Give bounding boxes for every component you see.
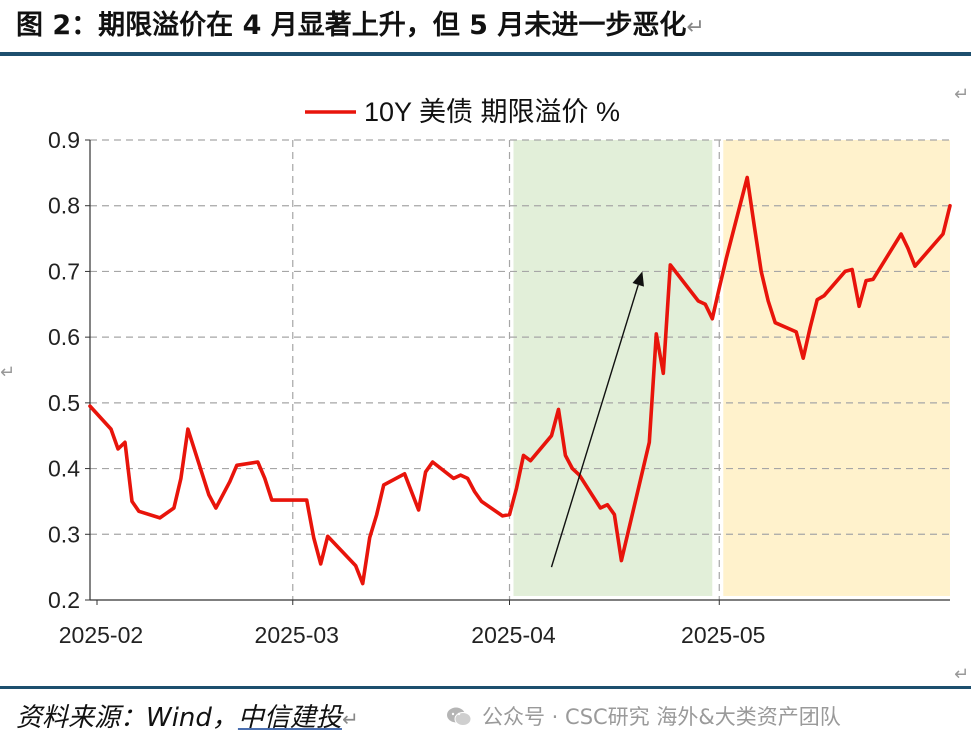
watermark: 公众号 · CSC研究 海外&大类资产团队 (446, 702, 841, 732)
y-tick-label: 0.3 (48, 521, 80, 547)
series-line (88, 175, 952, 586)
x-tick-label: 2025-02 (59, 622, 143, 648)
figure-title-text: 图 2：期限溢价在 4 月显著上升，但 5 月未进一步恶化 (16, 10, 687, 41)
watermark-text: 公众号 · CSC研究 海外&大类资产团队 (482, 705, 841, 729)
wechat-icon (447, 707, 472, 726)
grid (90, 139, 950, 600)
legend-label: 10Y 美债 期限溢价 % (364, 97, 620, 127)
axes: 0.2 0.3 0.4 0.5 0.6 0.7 0.8 0.9 2025-02 2025-03 20… (48, 127, 950, 648)
source-note: 资料来源：Wind，中信建投↵ (16, 700, 359, 736)
x-tick-label: 2025-05 (681, 622, 765, 648)
return-arrow-icon: ↵ (954, 84, 970, 105)
bottom-rule (0, 686, 971, 689)
return-arrow-icon: ↵ (686, 15, 705, 40)
y-tick-label: 0.8 (48, 193, 80, 219)
y-tick-label: 0.2 (48, 587, 80, 613)
annotations (550, 271, 644, 568)
top-rule (0, 52, 971, 56)
annotation-arrow-shaft (550, 284, 639, 568)
shaded-regions (513, 140, 950, 596)
source-link[interactable]: 中信建投 (237, 703, 342, 733)
source-prefix: 资料来源：Wind， (16, 703, 238, 733)
y-tick-label: 0.9 (48, 127, 80, 153)
return-arrow-icon: ↵ (0, 362, 16, 383)
y-tick-label: 0.4 (48, 456, 80, 482)
y-tick-label: 0.6 (48, 324, 80, 350)
figure-title: 图 2：期限溢价在 4 月显著上升，但 5 月未进一步恶化↵ (16, 6, 956, 46)
x-tick-label: 2025-03 (255, 622, 339, 648)
line-chart: 0.2 0.3 0.4 0.5 0.6 0.7 0.8 0.9 2025-02 2025-03 20… (48, 97, 952, 648)
legend: 10Y 美债 期限溢价 % (305, 97, 620, 127)
y-tick-label: 0.5 (48, 390, 80, 416)
y-tick-label: 0.7 (48, 258, 80, 284)
x-tick-label: 2025-04 (471, 622, 556, 648)
series (88, 175, 952, 586)
annotation-arrow-head (632, 271, 644, 287)
return-arrow-icon: ↵ (341, 707, 359, 731)
shaded-region-2 (723, 140, 950, 596)
return-arrow-icon: ↵ (954, 664, 970, 685)
